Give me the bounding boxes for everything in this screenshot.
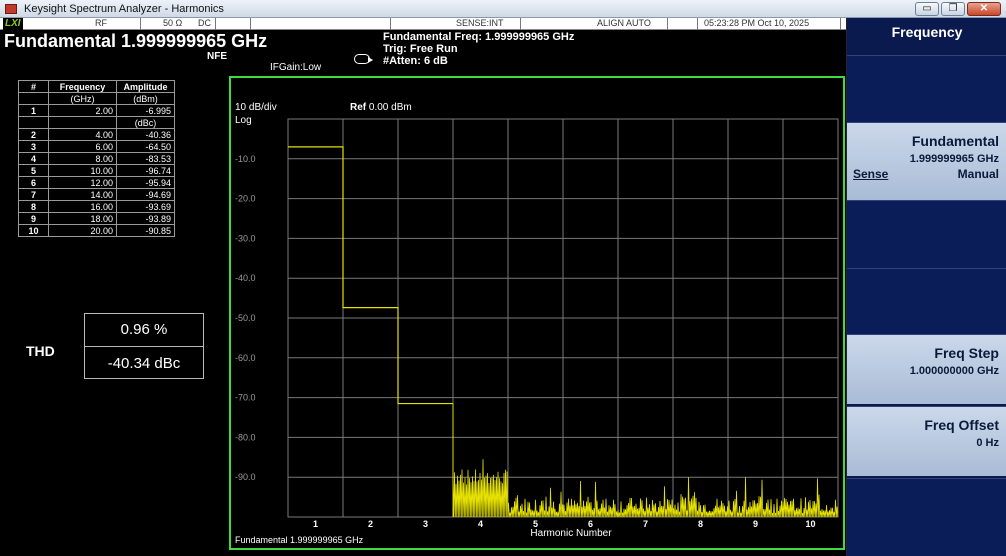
harmonics-graph[interactable]: -10.0 -20.0 -30.0 -40.0 -50.0 -60.0 -70.0 -80.0… bbox=[229, 76, 845, 550]
table-unit-row: (GHz) (dBm) bbox=[18, 92, 175, 105]
y-tick-label: -50.0 bbox=[235, 313, 256, 323]
trigger-label: Trig: Free Run bbox=[383, 43, 458, 55]
table-row: 6 12.00 -95.94 bbox=[18, 176, 175, 189]
softkey-blank-3[interactable] bbox=[847, 268, 1006, 338]
table-row: 5 10.00 -96.74 bbox=[18, 164, 175, 177]
maximize-button[interactable]: ❐ bbox=[941, 2, 965, 16]
thd-result-box: 0.96 % -40.34 dBc bbox=[84, 313, 204, 379]
col-number-header: # bbox=[18, 80, 49, 93]
manual-option[interactable]: Manual bbox=[957, 167, 999, 181]
window-title: Keysight Spectrum Analyzer - Harmonics bbox=[24, 3, 224, 15]
x-tick-label: 1 bbox=[313, 519, 318, 529]
x-tick-label: 4 bbox=[478, 519, 483, 529]
free-run-icon bbox=[354, 54, 373, 64]
datetime-label: 05:23:28 PM Oct 10, 2025 bbox=[704, 18, 810, 28]
rf-label: RF bbox=[95, 18, 107, 28]
attenuation-label: #Atten: 6 dB bbox=[383, 55, 448, 67]
x-tick-label: 5 bbox=[533, 519, 538, 529]
freq-step-value: 1.000000000 GHz bbox=[909, 365, 999, 377]
x-tick-label: 9 bbox=[753, 519, 758, 529]
x-tick-label: 2 bbox=[368, 519, 373, 529]
noise-floor-trace bbox=[452, 459, 839, 518]
table-header-row: # Frequency Amplitude bbox=[18, 80, 175, 93]
y-tick-label: -60.0 bbox=[235, 353, 256, 363]
lxi-icon: LXI bbox=[3, 18, 23, 30]
status-header: LXI RF 50 Ω DC SENSE:INT ALIGN AUTO 05:2… bbox=[0, 18, 846, 73]
y-tick-label: -30.0 bbox=[235, 233, 256, 243]
freq-offset-label: Freq Offset bbox=[924, 417, 999, 433]
status-row: LXI RF 50 Ω DC SENSE:INT ALIGN AUTO 05:2… bbox=[0, 18, 846, 30]
thd-percent: 0.96 % bbox=[120, 321, 168, 338]
menu-title: Frequency bbox=[891, 24, 963, 40]
scale-label: 10 dB/div bbox=[235, 102, 277, 113]
table-row: 7 14.00 -94.69 bbox=[18, 188, 175, 201]
dbc-unit: (dBc) bbox=[116, 116, 175, 129]
table-row: 2 4.00 -40.36 bbox=[18, 128, 175, 141]
nfe-label: NFE bbox=[207, 51, 227, 62]
app-icon bbox=[5, 4, 17, 14]
softkey-blank-4[interactable] bbox=[847, 478, 1006, 556]
y-tick-label: -90.0 bbox=[235, 472, 256, 482]
col-frequency-header: Frequency bbox=[48, 80, 117, 93]
y-tick-label: -40.0 bbox=[235, 273, 256, 283]
fundamental-softkey[interactable]: Fundamental 1.999999965 GHz Sense Manual bbox=[847, 122, 1006, 200]
thd-dbc: -40.34 dBc bbox=[107, 355, 181, 372]
y-tick-label: -10.0 bbox=[235, 154, 256, 164]
freq-offset-softkey[interactable]: Freq Offset 0 Hz bbox=[847, 406, 1006, 476]
minimize-button[interactable]: ▭ bbox=[915, 2, 939, 16]
fundamental-footer: Fundamental 1.999999965 GHz bbox=[235, 535, 364, 545]
ifgain-label: IFGain:Low bbox=[270, 62, 322, 73]
x-tick-label: 6 bbox=[588, 519, 593, 529]
ref-level-label: Ref 0.00 dBm bbox=[350, 102, 412, 113]
scale-type-label: Log bbox=[235, 115, 252, 126]
close-button[interactable]: ✕ bbox=[967, 2, 1001, 16]
amplitude-unit: (dBm) bbox=[116, 92, 175, 105]
freq-step-label: Freq Step bbox=[934, 345, 999, 361]
freq-step-softkey[interactable]: Freq Step 1.000000000 GHz bbox=[847, 334, 1006, 404]
table-row: 3 6.00 -64.50 bbox=[18, 140, 175, 153]
table-dbc-row: (dBc) bbox=[18, 116, 175, 129]
window-titlebar: Keysight Spectrum Analyzer - Harmonics ▭… bbox=[0, 0, 1006, 18]
x-tick-label: 7 bbox=[643, 519, 648, 529]
sense-label: SENSE:INT bbox=[456, 18, 504, 28]
softkey-blank-2[interactable] bbox=[847, 200, 1006, 270]
fundamental-softkey-label: Fundamental bbox=[911, 133, 999, 149]
fundamental-softkey-value: 1.999999965 GHz bbox=[909, 153, 999, 165]
impedance-label: 50 Ω bbox=[163, 18, 183, 28]
table-row: 8 16.00 -93.69 bbox=[18, 200, 175, 213]
align-label: ALIGN AUTO bbox=[597, 18, 651, 28]
coupling-label: DC bbox=[198, 18, 211, 28]
x-tick-label: 3 bbox=[423, 519, 428, 529]
thd-label: THD bbox=[26, 343, 55, 359]
x-tick-label: 8 bbox=[698, 519, 703, 529]
harmonic-trace bbox=[288, 146, 453, 405]
table-row: 1 2.00 -6.995 bbox=[18, 104, 175, 117]
col-amplitude-header: Amplitude bbox=[116, 80, 175, 93]
frequency-unit: (GHz) bbox=[48, 92, 117, 105]
softkey-blank-1[interactable] bbox=[847, 55, 1006, 125]
y-tick-label: -70.0 bbox=[235, 393, 256, 403]
table-row: 4 8.00 -83.53 bbox=[18, 152, 175, 165]
harmonics-table: # Frequency Amplitude (GHz) (dBm) 1 2.00… bbox=[18, 80, 175, 237]
fundamental-readout: Fundamental 1.999999965 GHz bbox=[4, 31, 268, 51]
table-row: 10 20.00 -90.85 bbox=[18, 224, 175, 237]
freq-offset-value: 0 Hz bbox=[976, 437, 999, 449]
y-tick-label: -20.0 bbox=[235, 194, 256, 204]
fundamental-freq-label: Fundamental Freq: 1.999999965 GHz bbox=[383, 31, 575, 43]
sense-option[interactable]: Sense bbox=[853, 167, 889, 181]
table-row: 9 18.00 -93.89 bbox=[18, 212, 175, 225]
y-tick-label: -80.0 bbox=[235, 432, 256, 442]
softkey-panel: Frequency Fundamental 1.999999965 GHz Se… bbox=[846, 18, 1006, 556]
measurement-info: Fundamental Freq: 1.999999965 GHz Trig: … bbox=[383, 31, 574, 67]
x-tick-label: 10 bbox=[805, 519, 815, 529]
x-axis-label: Harmonic Number bbox=[530, 528, 612, 539]
